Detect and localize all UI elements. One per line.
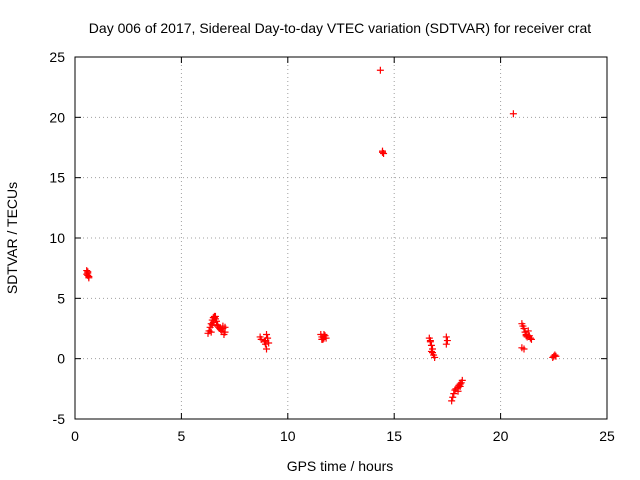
data-points [83,66,560,405]
data-point [318,335,326,343]
data-point [443,337,451,345]
data-point [551,351,559,359]
data-point [263,331,271,339]
data-point [450,390,458,398]
data-point [449,393,457,401]
data-point [221,328,229,336]
y-axis-label: SDTVAR / TECUs [4,182,20,294]
data-point [85,274,93,282]
x-tick-label: 0 [71,428,79,444]
data-point [320,331,328,339]
y-tick-label: 25 [49,49,65,65]
data-point [456,382,464,390]
x-tick-label: 15 [386,428,402,444]
data-point [261,337,269,345]
data-point [322,334,330,342]
data-point [208,321,216,329]
axis-ticks: 0 5 10 15 20 25 -5 0 5 10 15 20 25 [49,49,615,444]
data-point [427,341,435,349]
data-point [219,322,227,330]
data-point [427,347,435,355]
data-point [442,340,450,348]
data-point [211,312,219,320]
data-point [213,317,221,325]
data-point [378,148,386,156]
data-point [429,349,437,357]
data-point [431,353,439,361]
y-tick-label: 10 [49,230,65,246]
data-point [458,376,466,384]
data-point [524,327,532,335]
plot-frame [74,56,608,420]
data-point [380,150,388,158]
y-tick-label: 5 [57,290,65,306]
data-point [210,314,218,322]
y-tick-label: 20 [49,109,65,125]
data-point [527,335,535,343]
data-point [263,345,271,353]
data-point [454,387,462,395]
data-point [83,270,91,278]
y-tick-label: 15 [49,170,65,186]
x-tick-label: 5 [178,428,186,444]
data-point [509,110,517,118]
x-tick-label: 25 [599,428,615,444]
x-axis-label: GPS time / hours [287,458,394,474]
data-point [526,334,534,342]
data-point [426,337,434,345]
data-point [448,397,456,405]
y-tick-label: 0 [57,351,65,367]
y-tick-label: -5 [53,411,66,427]
x-tick-label: 20 [493,428,509,444]
data-point [552,352,560,360]
grid [75,57,607,419]
x-tick-label: 10 [280,428,296,444]
chart-title: Day 006 of 2017, Sidereal Day-to-day VTE… [89,20,591,36]
data-point [520,345,528,353]
data-point [376,66,384,74]
data-point [442,333,450,341]
data-point [522,332,530,340]
data-point [520,325,528,332]
data-point [207,328,215,336]
